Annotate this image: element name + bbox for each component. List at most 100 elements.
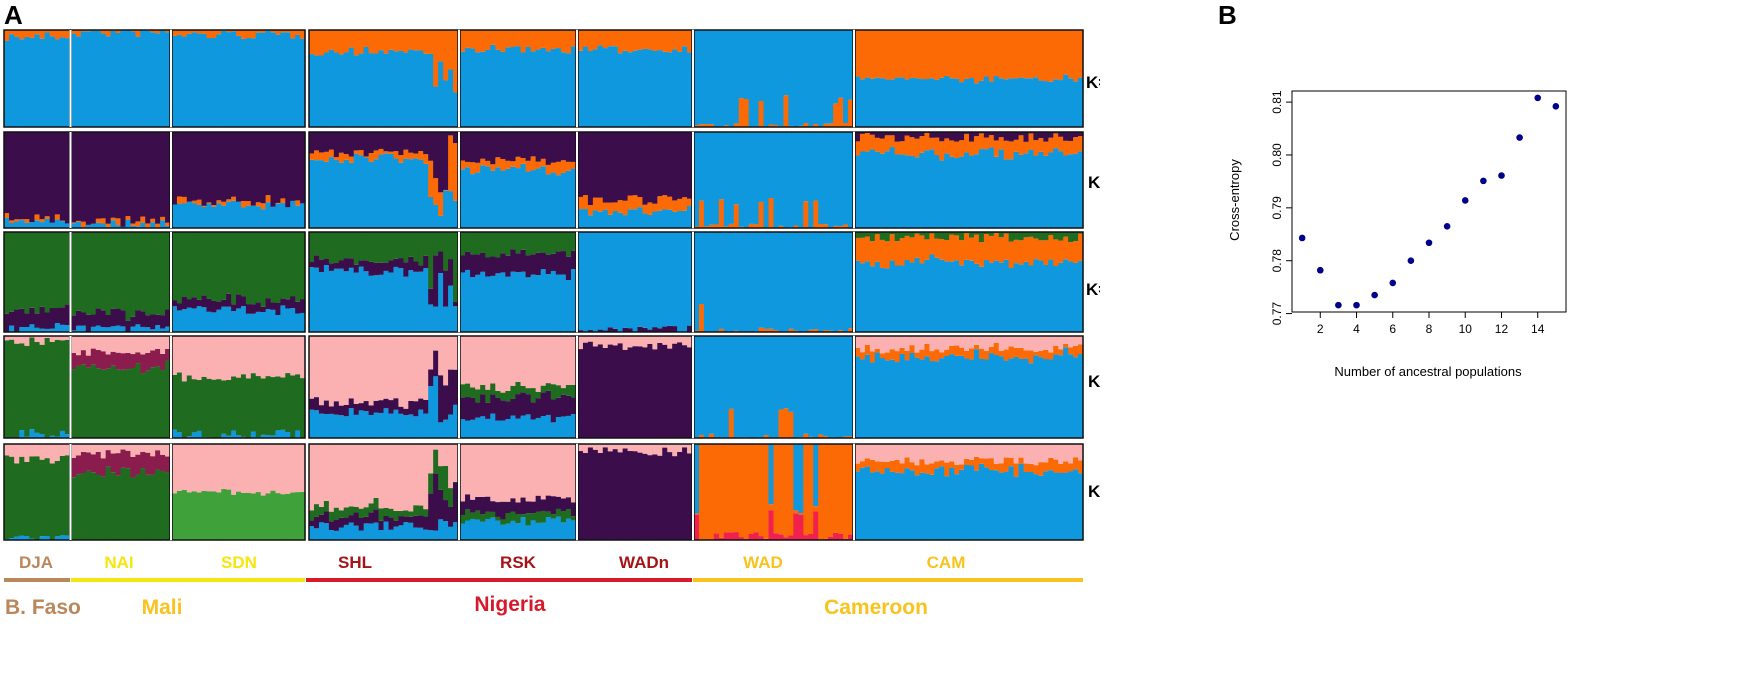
ancestry-bar-segment	[290, 492, 296, 540]
ancestry-bar-segment	[418, 132, 424, 152]
ancestry-bar-segment	[904, 30, 911, 80]
x-tick-label: 6	[1389, 322, 1396, 336]
ancestry-bar-segment	[313, 410, 320, 438]
ancestry-bar-segment	[662, 51, 668, 127]
ancestry-bar-segment	[333, 268, 340, 332]
x-tick-label: 2	[1317, 322, 1324, 336]
ancestry-bar-segment	[485, 132, 491, 161]
ancestry-bar-segment	[211, 30, 217, 38]
ancestry-bar-segment	[545, 254, 552, 275]
ancestry-bar-segment	[453, 143, 459, 201]
ancestry-bar-segment	[924, 132, 930, 151]
ancestry-bar-segment	[924, 30, 930, 80]
ancestry-bar-segment	[1068, 154, 1074, 228]
ancestry-bar-segment	[1063, 30, 1069, 75]
ancestry-bar-segment	[245, 201, 252, 206]
ancestry-bar-segment	[275, 30, 281, 35]
ancestry-bar-segment	[172, 300, 178, 307]
ancestry-bar-segment	[864, 458, 871, 467]
ancestry-bar-segment	[682, 345, 688, 438]
ancestry-bar-segment	[191, 132, 198, 201]
ancestry-bar-segment	[318, 514, 325, 523]
ancestry-bar-segment	[500, 336, 506, 393]
ancestry-bar-segment	[884, 151, 891, 228]
ancestry-bar-segment	[642, 327, 648, 332]
ancestry-bar-segment	[1043, 349, 1049, 360]
ancestry-bar-segment	[95, 336, 102, 350]
ancestry-bar-segment	[973, 263, 980, 332]
ancestry-bar-segment	[130, 225, 136, 228]
ancestry-bar-segment	[363, 30, 370, 47]
ancestry-bar-segment	[657, 342, 663, 438]
ancestry-bar-segment	[525, 277, 532, 332]
ancestry-bar-segment	[338, 268, 345, 332]
ancestry-bar-segment	[874, 444, 881, 462]
ancestry-bar-segment	[617, 132, 624, 201]
ancestry-bar-segment	[393, 409, 399, 438]
ancestry-bar-segment	[206, 30, 213, 38]
ancestry-bar-segment	[1063, 336, 1069, 344]
ancestry-bar-segment	[530, 274, 537, 332]
ancestry-bar-segment	[1053, 266, 1059, 332]
ancestry-bar-segment	[597, 329, 604, 332]
ancestry-bar-segment	[550, 444, 557, 497]
ancestry-bar-segment	[939, 232, 945, 239]
ancestry-bar-segment	[433, 449, 439, 474]
ancestry-bar-segment	[191, 203, 198, 228]
ancestry-bar-segment	[285, 444, 291, 494]
ancestry-bar-segment	[4, 217, 10, 228]
ancestry-bar-segment	[738, 336, 745, 438]
ancestry-bar-segment	[993, 132, 1000, 141]
ancestry-bar-segment	[788, 132, 794, 228]
ancestry-bar-segment	[983, 76, 990, 127]
ancestry-bar-segment	[607, 444, 614, 452]
ancestry-bar-segment	[255, 206, 262, 228]
ancestry-bar-segment	[309, 153, 315, 160]
ancestry-bar-segment	[300, 312, 306, 332]
ancestry-bar-segment	[318, 413, 325, 438]
ancestry-bar-segment	[919, 472, 925, 540]
ancestry-bar-segment	[265, 298, 272, 310]
ancestry-bar-segment	[125, 336, 131, 353]
ancestry-bar-segment	[443, 500, 449, 522]
ancestry-bar-segment	[889, 444, 896, 461]
ancestry-bar-segment	[191, 491, 198, 540]
ancestry-bar-segment	[423, 509, 429, 517]
ancestry-bar-segment	[763, 328, 770, 332]
ancestry-bar-segment	[540, 30, 547, 48]
ancestry-bar-segment	[358, 336, 365, 404]
ancestry-bar-segment	[39, 459, 46, 537]
ancestry-bar-segment	[255, 376, 262, 437]
ancestry-bar-segment	[75, 474, 82, 540]
ancestry-bar-segment	[428, 30, 434, 54]
ancestry-bar-segment	[1048, 470, 1054, 540]
ancestry-bar-segment	[433, 132, 439, 179]
ancestry-bar-segment	[1013, 139, 1020, 152]
ancestry-bar-segment	[1078, 233, 1084, 261]
ancestry-bar-segment	[555, 444, 562, 497]
ancestry-bar-segment	[530, 132, 537, 157]
ancestry-bar-segment	[353, 414, 360, 438]
ancestry-bar-segment	[515, 46, 522, 127]
ancestry-bar-segment	[423, 529, 429, 540]
ancestry-bar-segment	[378, 262, 385, 275]
ancestry-bar-segment	[245, 378, 252, 438]
ancestry-bar-segment	[555, 516, 562, 540]
ancestry-bar-segment	[803, 336, 809, 434]
ancestry-bar-segment	[275, 132, 281, 203]
ancestry-bar-segment	[485, 444, 491, 497]
ancestry-bar-segment	[1008, 336, 1015, 347]
ancestry-bar-segment	[348, 162, 355, 228]
ancestry-bar-segment	[597, 197, 604, 212]
ancestry-bar-segment	[100, 327, 107, 332]
ancestry-bar-segment	[1033, 336, 1039, 352]
ancestry-bar-segment	[823, 444, 829, 539]
ancestry-bar-segment	[1033, 238, 1039, 260]
ancestry-bar-segment	[612, 444, 619, 450]
ancestry-bar-segment	[255, 336, 262, 377]
ancestry-bar-segment	[309, 232, 315, 263]
ancestry-bar-segment	[939, 358, 945, 438]
y-tick-label: 0.77	[1270, 302, 1284, 326]
ancestry-bar-segment	[135, 132, 141, 222]
ancestry-bar-segment	[75, 220, 82, 222]
